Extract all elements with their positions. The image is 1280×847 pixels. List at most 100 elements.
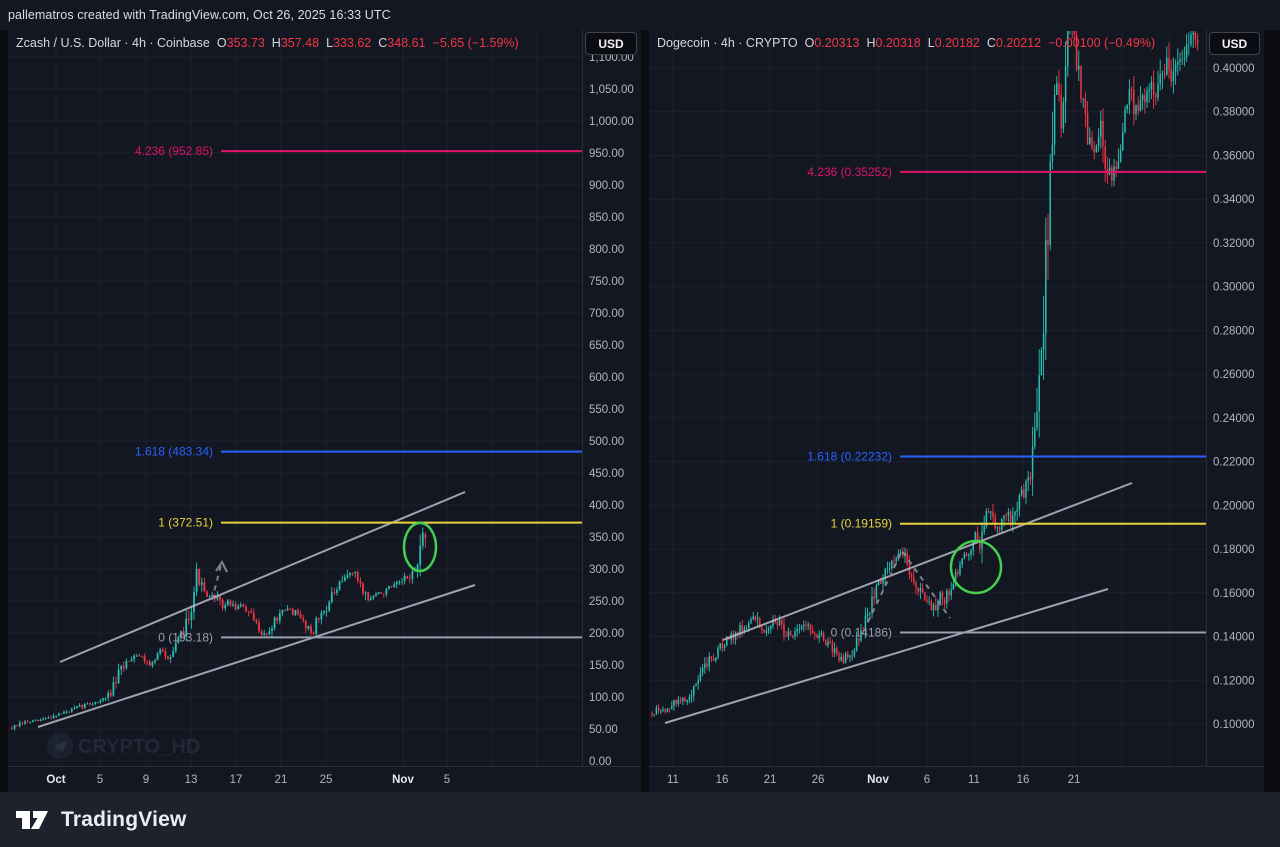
currency-button-zcash[interactable]: USD xyxy=(585,32,637,55)
svg-text:13: 13 xyxy=(185,774,198,786)
fib-level-label: 1.618 (0.22232) xyxy=(807,450,892,464)
svg-text:0.24000: 0.24000 xyxy=(1213,413,1255,425)
legend-ohlc-value: 0.20318 xyxy=(875,36,921,50)
legend-ohlc-value: 353.73 xyxy=(226,36,265,50)
svg-text:11: 11 xyxy=(968,774,980,786)
tradingview-logo-icon[interactable] xyxy=(14,806,51,834)
price-axis[interactable]: 0.40000 0.38000 0.36000 0.34000 0.32000 0.300… xyxy=(1213,63,1255,731)
attribution-text: pallematros created with TradingView.com… xyxy=(8,8,391,22)
footer-bar: TradingView xyxy=(0,792,1280,847)
fib-level-label: 1 (372.51) xyxy=(158,516,213,530)
chart-canvas-dogecoin[interactable]: 4.236 (0.35252) 1.618 (0.22232) 1 (0.19159… xyxy=(649,30,1264,792)
attribution-bar: pallematros created with TradingView.com… xyxy=(0,0,1280,30)
svg-text:100.00: 100.00 xyxy=(589,692,624,704)
candle-bodies-down xyxy=(651,31,1199,715)
legend-ohlc-key: H xyxy=(271,36,281,50)
svg-text:0.22000: 0.22000 xyxy=(1213,457,1255,469)
price-axis[interactable]: 1,100.00 1,050.00 1,000.00 950.00 900.00 850.… xyxy=(589,52,634,768)
svg-text:0.12000: 0.12000 xyxy=(1213,675,1255,687)
trend-channel-line xyxy=(37,584,476,728)
legend-change-value: −0.00100 (−0.49%) xyxy=(1048,36,1156,50)
svg-text:350.00: 350.00 xyxy=(589,532,624,544)
chart-widget-zcash: CRYPTO_HD 4.236 (952.85) 1.618 (483.34) 1 (… xyxy=(8,30,641,792)
legend-ohlc-key: C xyxy=(378,36,388,50)
plot-area: 4.236 (952.85) 1.618 (483.34) 1 (372.51) 0 … xyxy=(11,144,582,731)
chart-canvas-zcash[interactable]: CRYPTO_HD 4.236 (952.85) 1.618 (483.34) 1 (… xyxy=(8,30,641,792)
svg-text:21: 21 xyxy=(764,774,777,786)
svg-text:0.18000: 0.18000 xyxy=(1213,544,1255,556)
svg-text:150.00: 150.00 xyxy=(589,660,624,672)
fib-level-label: 4.236 (952.85) xyxy=(135,144,213,158)
time-axis[interactable]: Oct 5 9 13 17 21 25 Nov 5 xyxy=(46,774,450,786)
svg-text:25: 25 xyxy=(320,774,333,786)
chart-widget-dogecoin: 4.236 (0.35252) 1.618 (0.22232) 1 (0.19159… xyxy=(649,30,1264,792)
legend-ohlc-key: L xyxy=(326,36,334,50)
legend-ohlc-key: H xyxy=(866,36,876,50)
grid xyxy=(8,30,582,766)
legend-ohlc-key: O xyxy=(804,36,815,50)
legend-ohlc-value: 348.61 xyxy=(387,36,426,50)
svg-text:250.00: 250.00 xyxy=(589,596,624,608)
candle-bodies-down xyxy=(11,534,427,729)
svg-text:900.00: 900.00 xyxy=(589,180,624,192)
svg-text:450.00: 450.00 xyxy=(589,468,624,480)
svg-text:650.00: 650.00 xyxy=(589,340,624,352)
footer-brand-text[interactable]: TradingView xyxy=(61,807,187,831)
dashed-arrowhead xyxy=(215,560,228,573)
svg-text:500.00: 500.00 xyxy=(589,436,624,448)
svg-text:CRYPTO_HD: CRYPTO_HD xyxy=(78,736,200,758)
legend-ohlc-value: 357.48 xyxy=(280,36,320,50)
legend-ohlc-key: O xyxy=(216,36,227,50)
legend-symbol-title: Dogecoin · 4h · CRYPTO xyxy=(657,36,798,50)
legend-ohlc-key: C xyxy=(986,36,996,50)
svg-text:0.40000: 0.40000 xyxy=(1213,63,1255,75)
dashed-annotation xyxy=(211,564,222,601)
svg-text:Oct: Oct xyxy=(46,774,65,786)
svg-text:0.30000: 0.30000 xyxy=(1213,282,1255,294)
svg-text:750.00: 750.00 xyxy=(589,276,624,288)
svg-text:200.00: 200.00 xyxy=(589,628,624,640)
svg-text:550.00: 550.00 xyxy=(589,404,624,416)
fib-level-label: 4.236 (0.35252) xyxy=(807,165,892,179)
svg-text:950.00: 950.00 xyxy=(589,148,624,160)
time-axis[interactable]: 11 16 21 26 Nov 6 11 16 21 xyxy=(667,774,1080,786)
svg-text:0.38000: 0.38000 xyxy=(1213,107,1255,119)
legend-change-value: −5.65 (−1.59%) xyxy=(432,36,519,50)
candle-bodies-up xyxy=(653,31,1194,716)
legend-ohlc-value: 0.20313 xyxy=(814,36,860,50)
svg-text:700.00: 700.00 xyxy=(589,308,624,320)
svg-text:Nov: Nov xyxy=(392,774,414,786)
svg-text:0.00: 0.00 xyxy=(589,756,611,768)
svg-text:9: 9 xyxy=(143,774,149,786)
svg-text:1,050.00: 1,050.00 xyxy=(589,84,634,96)
svg-text:16: 16 xyxy=(1017,774,1030,786)
currency-button-dogecoin[interactable]: USD xyxy=(1209,32,1260,55)
svg-text:Nov: Nov xyxy=(867,774,889,786)
trend-channel-line xyxy=(59,491,466,663)
fib-level-label: 1.618 (483.34) xyxy=(135,445,213,459)
svg-text:0.32000: 0.32000 xyxy=(1213,238,1255,250)
svg-text:0.34000: 0.34000 xyxy=(1213,194,1255,206)
svg-text:600.00: 600.00 xyxy=(589,372,624,384)
svg-text:400.00: 400.00 xyxy=(589,500,624,512)
svg-text:21: 21 xyxy=(1068,774,1081,786)
svg-text:0.36000: 0.36000 xyxy=(1213,150,1255,162)
svg-text:5: 5 xyxy=(97,774,103,786)
fib-level-label: 0 (0.14186) xyxy=(831,625,892,639)
trend-channel-line xyxy=(664,588,1109,724)
candle-wicks-up xyxy=(653,31,1194,717)
highlight-circle xyxy=(402,521,438,573)
svg-text:0.14000: 0.14000 xyxy=(1213,632,1255,644)
svg-text:50.00: 50.00 xyxy=(589,724,618,736)
watermark: CRYPTO_HD xyxy=(47,733,200,759)
legend-ohlc-key: L xyxy=(927,36,935,50)
candle-wicks-up xyxy=(14,527,424,731)
candle-bodies-up xyxy=(13,532,424,729)
legend-ohlc-value: 0.20182 xyxy=(934,36,980,50)
svg-text:6: 6 xyxy=(924,774,930,786)
svg-text:21: 21 xyxy=(275,774,288,786)
trend-channel-line xyxy=(722,482,1133,641)
fib-level-label: 0 (193.18) xyxy=(158,630,213,644)
svg-text:0.10000: 0.10000 xyxy=(1213,719,1255,731)
svg-text:0.16000: 0.16000 xyxy=(1213,588,1255,600)
